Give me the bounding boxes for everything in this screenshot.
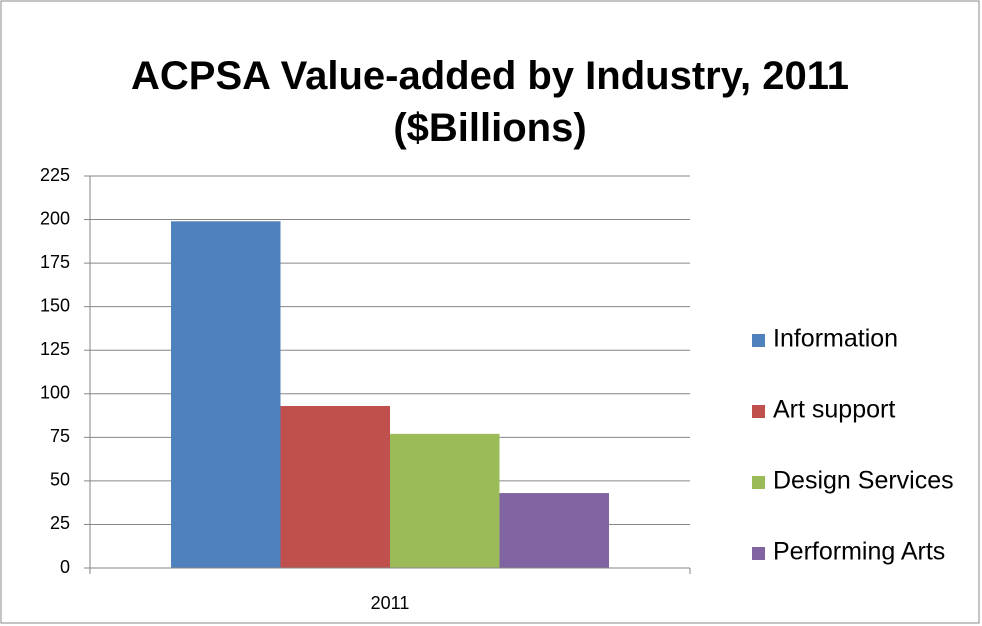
legend-label: Design Services — [773, 467, 954, 495]
y-tick-label: 125 — [40, 339, 70, 359]
legend-label: Performing Arts — [773, 538, 945, 566]
y-tick-label: 0 — [60, 557, 70, 577]
legend-swatch — [752, 334, 765, 347]
bar — [390, 433, 500, 568]
bar — [171, 221, 281, 568]
x-tick-label: 2011 — [371, 593, 410, 613]
legend-label: Art support — [773, 396, 895, 424]
chart-title: ACPSA Value-added by Industry, 2011 ($Bi… — [130, 54, 849, 150]
legend-swatch — [752, 405, 765, 418]
y-tick-label: 100 — [40, 383, 70, 403]
y-tick-label: 75 — [50, 426, 70, 446]
bar — [499, 493, 609, 568]
legend-label: Information — [773, 325, 898, 353]
legend-swatch — [752, 476, 765, 489]
legend-swatch — [752, 547, 765, 560]
y-tick-label: 150 — [40, 295, 70, 315]
y-tick-label: 25 — [50, 513, 70, 533]
bar — [280, 405, 390, 568]
y-tick-label: 175 — [40, 252, 70, 272]
y-tick-label: 200 — [40, 208, 70, 228]
y-tick-label: 225 — [40, 165, 70, 185]
y-tick-label: 50 — [50, 470, 70, 490]
